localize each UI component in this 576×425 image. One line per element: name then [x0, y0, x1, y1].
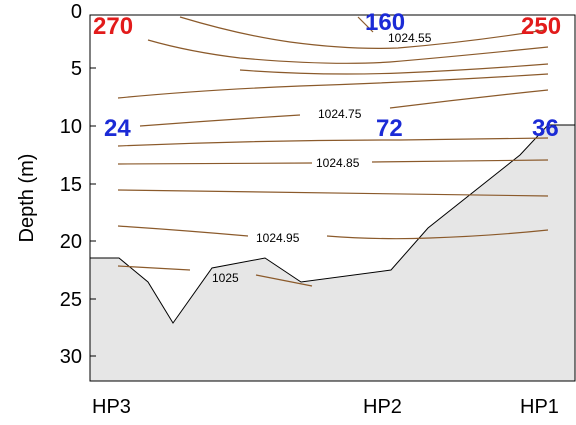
y-axis-title: Depth (m) [16, 154, 38, 243]
y-tick-label: 0 [71, 1, 82, 23]
contour-line [117, 189, 549, 197]
contour-label: 1024.75 [318, 107, 362, 121]
y-tick-label: 15 [60, 174, 82, 196]
y-tick-label: 20 [60, 231, 82, 253]
contour-line [371, 159, 549, 163]
mid-value-hp1: 36 [532, 115, 559, 142]
contour-line [117, 73, 549, 99]
y-axis [90, 14, 96, 357]
contour-line [179, 16, 546, 49]
mid-values: 24 72 36 [104, 115, 559, 142]
contour-line [326, 229, 549, 240]
y-tick-label: 5 [71, 58, 82, 80]
contour-line [239, 63, 549, 75]
surface-value-hp1: 250 [521, 13, 561, 40]
station-label-hp2: HP2 [363, 396, 402, 418]
bottom-profile [89, 124, 576, 382]
contour-line [389, 89, 549, 109]
contour-label: 1025 [212, 271, 239, 285]
surface-value-hp3: 270 [93, 13, 133, 40]
y-tick-label: 25 [60, 289, 82, 311]
contour-line [117, 225, 249, 237]
surface-value-hp2: 160 [365, 9, 405, 36]
station-label-hp1: HP1 [520, 396, 559, 418]
contour-line [255, 274, 313, 287]
contour-line [117, 137, 549, 147]
contour-label: 1024.85 [316, 156, 360, 170]
contour-labels: 1024.55 1024.75 1024.85 1024.95 1025 [212, 31, 432, 285]
y-tick-label: 10 [60, 116, 82, 138]
contour-line [147, 39, 549, 64]
contour-line [117, 265, 191, 271]
surface-values: 270 160 250 [93, 9, 561, 40]
y-tick-label: 30 [60, 346, 82, 368]
station-labels: HP3 HP2 HP1 [92, 396, 559, 418]
contour-line [117, 162, 313, 165]
contour-label: 1024.55 [388, 31, 432, 45]
y-tick-labels: 0 5 10 15 20 25 30 [60, 1, 82, 368]
contour-label: 1024.95 [256, 231, 300, 245]
station-label-hp3: HP3 [92, 396, 131, 418]
mid-value-hp3: 24 [104, 115, 131, 142]
mid-value-hp2: 72 [376, 115, 403, 142]
density-contours [117, 16, 549, 287]
contour-line [357, 16, 374, 33]
contour-line [139, 114, 301, 127]
